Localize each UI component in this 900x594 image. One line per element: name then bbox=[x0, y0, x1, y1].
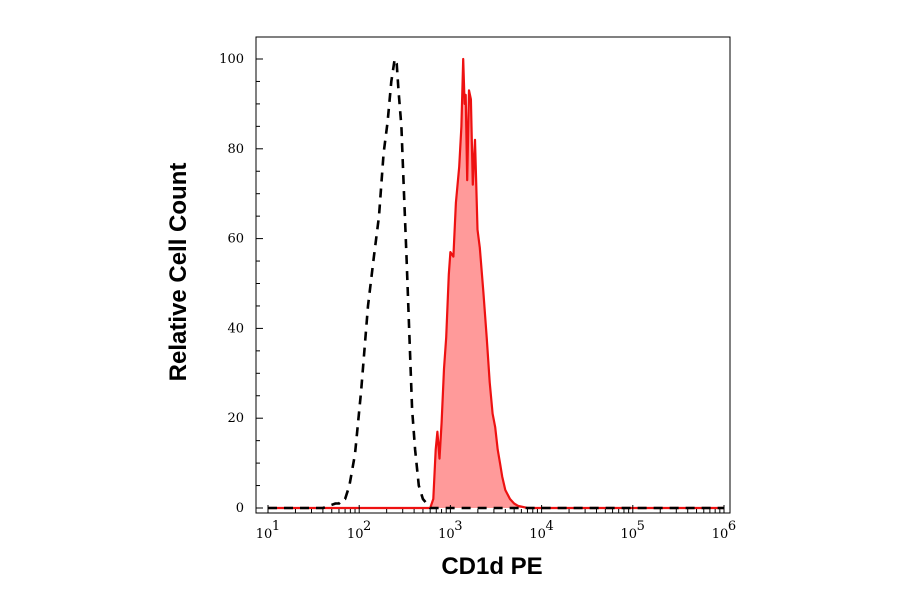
x-tick-label: 10 bbox=[438, 527, 455, 542]
x-tick-exponent: 4 bbox=[545, 519, 553, 534]
x-tick-exponent: 5 bbox=[637, 519, 645, 534]
x-tick-label: 10 bbox=[256, 527, 273, 542]
series-1-line bbox=[268, 57, 724, 510]
x-tick-exponent: 3 bbox=[454, 519, 462, 534]
x-axis-title: CD1d PE bbox=[441, 553, 542, 580]
x-tick-exponent: 2 bbox=[363, 519, 371, 534]
x-tick-label: 10 bbox=[529, 527, 546, 542]
x-tick-exponent: 1 bbox=[272, 519, 280, 534]
y-axis-ticks: 0 20 40 60 80 100 bbox=[219, 52, 263, 516]
y-tick-label: 100 bbox=[219, 52, 244, 67]
y-tick-label: 40 bbox=[227, 321, 244, 336]
y-tick-label: 60 bbox=[227, 232, 244, 247]
y-tick-label: 0 bbox=[236, 501, 244, 516]
series-layer bbox=[268, 57, 724, 510]
y-tick-label: 20 bbox=[227, 411, 244, 426]
x-tick-label: 10 bbox=[712, 527, 729, 542]
x-tick-label: 10 bbox=[347, 527, 364, 542]
y-axis-title: Relative Cell Count bbox=[165, 163, 192, 382]
x-tick-exponent: 6 bbox=[728, 519, 736, 534]
y-tick-label: 80 bbox=[227, 142, 244, 157]
series-0-line bbox=[268, 57, 724, 510]
plot-frame bbox=[255, 36, 731, 514]
x-tick-label: 10 bbox=[621, 527, 638, 542]
